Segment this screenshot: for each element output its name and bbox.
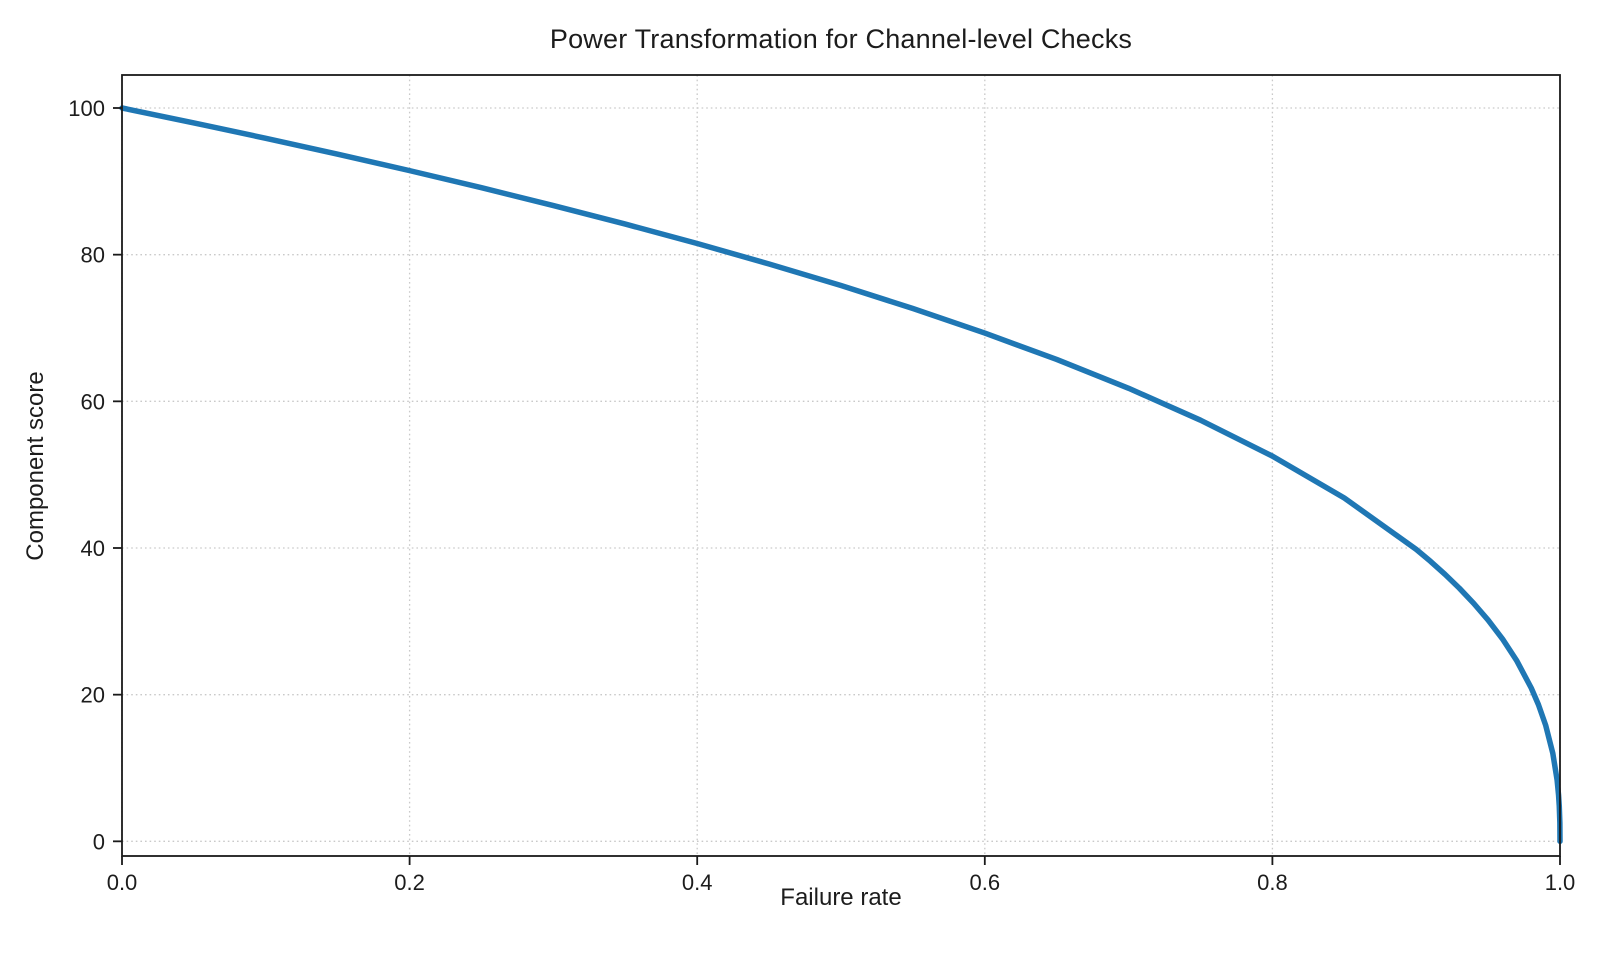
y-tick-label: 40 <box>81 536 105 561</box>
y-tick-label: 80 <box>81 243 105 268</box>
x-tick-label: 1.0 <box>1545 870 1576 895</box>
y-tick-label: 100 <box>68 96 105 121</box>
x-axis-label: Failure rate <box>780 884 902 911</box>
x-tick-label: 0.6 <box>970 870 1001 895</box>
series-line <box>119 105 1563 845</box>
x-tick-label: 0.0 <box>107 870 138 895</box>
x-tick-label: 0.4 <box>682 870 713 895</box>
x-tick-label: 0.8 <box>1257 870 1288 895</box>
chart-title: Power Transformation for Channel-level C… <box>549 24 1133 54</box>
plot-frame <box>121 74 1561 857</box>
y-tick-label: 20 <box>81 683 105 708</box>
y-tick-label: 0 <box>93 829 105 854</box>
x-tick-label: 0.2 <box>394 870 425 895</box>
y-tick-label: 60 <box>81 389 105 414</box>
